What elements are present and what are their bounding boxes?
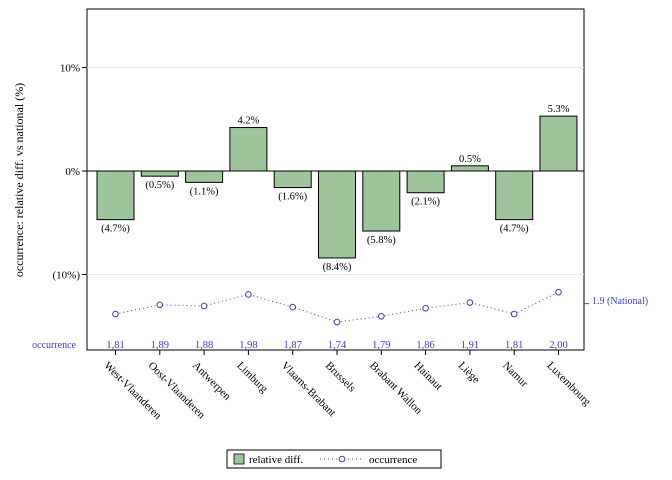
- occurrence-value-1: 1,89: [151, 340, 169, 351]
- y-tick-label-2: (10%): [53, 270, 81, 282]
- occurrence-point-10: [555, 288, 562, 296]
- y-tick-label-0: 10%: [60, 63, 80, 75]
- x-tick-label-7: Hainaut: [411, 360, 444, 393]
- bar-5: [318, 170, 356, 259]
- y-axis: 10% 0% (10%): [53, 63, 87, 282]
- occurrence-value-8: 1,91: [461, 340, 479, 351]
- bar-4: [273, 170, 312, 189]
- x-tick-label-10: Luxembourg: [544, 360, 593, 409]
- bar-3: [229, 127, 268, 172]
- y-tick-label-1: 0%: [65, 166, 80, 178]
- bar-0: [96, 170, 135, 221]
- x-tick-label-3: Limburg: [234, 360, 270, 396]
- y-axis-label: occurrence: relative diff. vs national (…: [12, 83, 26, 277]
- occurrence-polyline: [115, 291, 559, 323]
- national-reference-label: 1.9 (National): [592, 296, 648, 307]
- x-tick-label-9: Namur: [500, 360, 530, 390]
- occurrence-value-0: 1,81: [106, 340, 124, 351]
- x-tick-label-2: Antwerpen: [190, 360, 233, 403]
- occurrence-value-2: 1,88: [195, 340, 213, 351]
- occurrence-line: [112, 288, 589, 326]
- legend-label-relative-diff: relative diff.: [249, 454, 303, 466]
- legend-label-occurrence: occurrence: [369, 454, 417, 466]
- legend-marker-occurrence: [338, 455, 346, 463]
- occurrence-point-0: [112, 310, 119, 318]
- bar-label-0: (4.7%): [101, 224, 130, 235]
- bar-label-3: 4.2%: [237, 116, 259, 127]
- bar-label-5: (8.4%): [323, 262, 352, 273]
- occurrence-value-3: 1,98: [239, 340, 257, 351]
- occurrence-value-10: 2,00: [549, 340, 567, 351]
- bar-labels: (4.7%) (0.5%) (1.1%) 4.2% (1.6%) (8.4%) (5.8%)…: [101, 104, 570, 273]
- bar-8: [450, 165, 489, 172]
- occurrence-row-label: occurrence: [32, 340, 76, 351]
- bar-7: [406, 170, 445, 194]
- occurrence-values: 1,81 1,89 1,88 1,98 1,87 1,74 1,79 1,86 1,91 1,81…: [106, 340, 567, 351]
- occurrence-point-3: [245, 291, 252, 298]
- occurrence-value-4: 1,87: [284, 340, 302, 351]
- legend-box: [226, 449, 442, 469]
- occurrence-value-7: 1,86: [416, 340, 434, 351]
- x-tick-label-5: Brussels: [323, 360, 358, 395]
- legend: relative diff. occurrence: [226, 449, 442, 469]
- occurrence-point-2: [200, 302, 208, 310]
- bar-label-7: (2.1%): [411, 197, 440, 208]
- bar-label-8: 0.5%: [459, 154, 481, 165]
- occurrence-value-5: 1,74: [328, 340, 347, 351]
- bar-label-10: 5.3%: [548, 104, 570, 115]
- bar-label-6: (5.8%): [367, 235, 396, 246]
- bar-label-2: (1.1%): [190, 186, 219, 197]
- occurrence-point-6: [378, 313, 385, 320]
- occurrence-value-6: 1,79: [372, 340, 390, 351]
- occurrence-point-1: [156, 301, 164, 309]
- x-tick-label-8: Liège: [456, 360, 482, 386]
- bars: [96, 115, 578, 259]
- occurrence-point-7: [422, 304, 429, 312]
- bar-10: [539, 115, 578, 172]
- occurrence-point-9: [510, 310, 518, 318]
- bar-1: [140, 170, 179, 177]
- bar-label-1: (0.5%): [145, 180, 174, 191]
- occurrence-point-5: [333, 318, 341, 326]
- occurrence-point-8: [466, 299, 474, 306]
- bar-6: [362, 170, 401, 232]
- bar-label-9: (4.7%): [500, 224, 529, 235]
- bar-label-4: (1.6%): [278, 192, 307, 203]
- bar-9: [495, 170, 534, 221]
- occurrence-point-4: [289, 303, 297, 311]
- bar-2: [185, 170, 224, 183]
- plot-frame: [86, 8, 585, 351]
- legend-swatch-relative-diff: [233, 453, 245, 465]
- occurrence-value-9: 1,81: [505, 340, 523, 351]
